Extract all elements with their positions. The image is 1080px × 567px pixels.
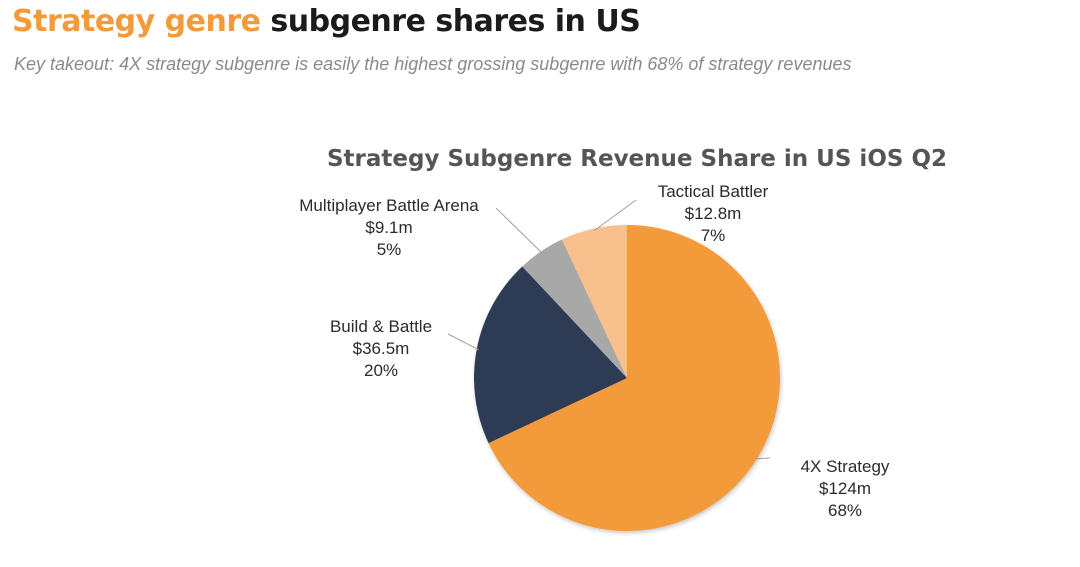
key-takeout-subtitle: Key takeout: 4X strategy subgenre is eas… <box>14 54 852 74</box>
slice-label-multiplayer-battle-arena-name: Multiplayer Battle Arena <box>299 196 479 215</box>
page-title-highlight: Strategy genre <box>12 4 261 39</box>
slice-label-tactical-battler-value-label: $12.8m <box>685 204 742 223</box>
slice-label-4x-strategy-percent-label: 68% <box>828 501 862 520</box>
slice-label-4x-strategy-value-label: $124m <box>819 479 871 498</box>
page-title-rest: subgenre shares in US <box>270 4 641 39</box>
leader-lines <box>447 199 771 460</box>
slice-label-build-and-battle-value-label: $36.5m <box>353 339 410 358</box>
pie-slice-build-and-battle <box>473 266 627 444</box>
leader-line-multiplayer-battle-arena <box>495 207 543 254</box>
slice-label-multiplayer-battle-arena-percent-label: 5% <box>377 240 402 259</box>
pie-slice-tactical-battler <box>561 225 627 378</box>
leader-line-build-and-battle <box>447 333 479 351</box>
leader-line-4x-strategy <box>754 457 771 460</box>
chart-title: Strategy Subgenre Revenue Share in US iO… <box>327 146 947 172</box>
pie-slice-4x-strategy <box>488 225 781 531</box>
slice-label-tactical-battler-percent-label: 7% <box>701 226 726 245</box>
slice-label-build-and-battle-name: Build & Battle <box>330 317 432 336</box>
pie-slice-multiplayer-battle-arena <box>522 239 627 378</box>
slice-label-multiplayer-battle-arena-value-label: $9.1m <box>365 218 412 237</box>
pie-slices <box>473 225 781 531</box>
slice-label-4x-strategy-name: 4X Strategy <box>801 457 890 476</box>
leader-line-tactical-battler <box>593 199 637 232</box>
page-title: Strategy genre subgenre shares in US <box>12 4 641 39</box>
slice-label-tactical-battler-name: Tactical Battler <box>658 182 769 201</box>
slice-label-build-and-battle-percent-label: 20% <box>364 361 398 380</box>
slice-labels: 4X Strategy $124m 68% Build & Battle $36.5m 2… <box>299 182 890 520</box>
